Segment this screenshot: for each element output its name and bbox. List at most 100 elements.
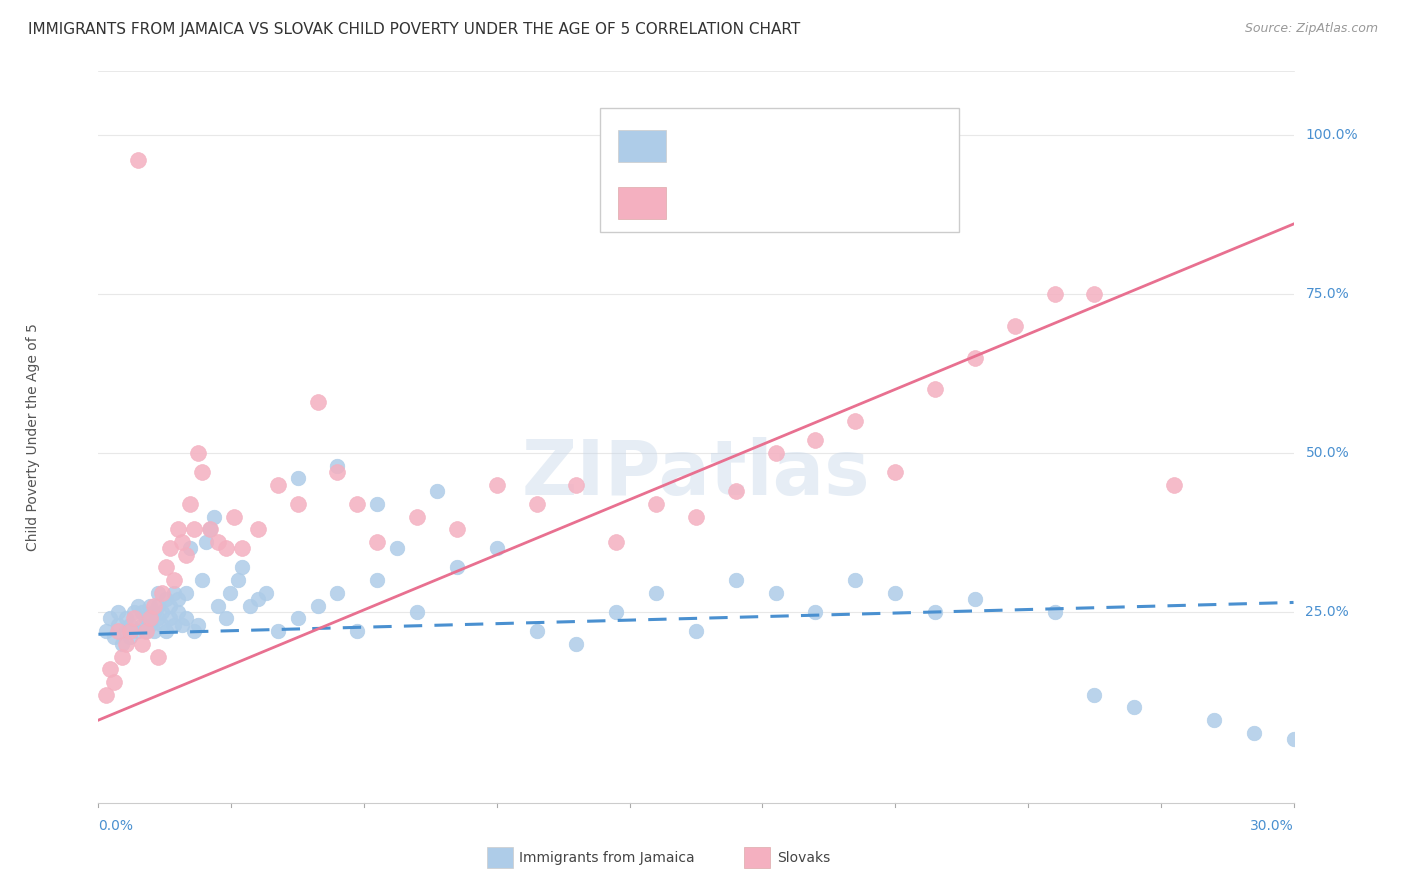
Point	[307, 395, 329, 409]
Point	[239, 599, 262, 613]
Point	[111, 649, 134, 664]
Point	[287, 497, 309, 511]
Text: 100.0%: 100.0%	[1306, 128, 1358, 142]
Point	[172, 535, 194, 549]
Point	[724, 573, 747, 587]
FancyBboxPatch shape	[600, 108, 959, 232]
Point	[198, 522, 221, 536]
Point	[198, 522, 221, 536]
Point	[163, 617, 186, 632]
Text: Source: ZipAtlas.com: Source: ZipAtlas.com	[1244, 22, 1378, 36]
Point	[96, 624, 118, 638]
Point	[155, 560, 177, 574]
Point	[96, 688, 118, 702]
Point	[385, 541, 409, 556]
Point	[804, 434, 827, 448]
Point	[120, 631, 142, 645]
Point	[174, 586, 197, 600]
Point	[150, 586, 173, 600]
Point	[804, 605, 827, 619]
Point	[254, 586, 277, 600]
Point	[135, 611, 157, 625]
Point	[172, 617, 194, 632]
Point	[446, 522, 468, 536]
Point	[148, 599, 170, 613]
Point	[267, 624, 290, 638]
Point	[115, 624, 138, 638]
Point	[163, 573, 186, 587]
Point	[131, 617, 153, 632]
Point	[159, 541, 181, 556]
Point	[765, 446, 787, 460]
Text: IMMIGRANTS FROM JAMAICA VS SLOVAK CHILD POVERTY UNDER THE AGE OF 5 CORRELATION C: IMMIGRANTS FROM JAMAICA VS SLOVAK CHILD …	[28, 22, 800, 37]
Text: R = 0.140: R = 0.140	[681, 127, 770, 145]
Point	[485, 541, 508, 556]
Point	[135, 624, 157, 638]
Point	[406, 605, 429, 619]
Point	[127, 599, 149, 613]
Point	[426, 484, 449, 499]
Point	[207, 535, 229, 549]
Point	[1202, 713, 1225, 727]
Point	[107, 605, 129, 619]
Text: ZIPatlas: ZIPatlas	[522, 437, 870, 510]
Point	[174, 548, 197, 562]
Point	[120, 624, 142, 638]
Point	[150, 605, 173, 619]
Point	[179, 541, 201, 556]
Point	[155, 624, 177, 638]
Point	[1083, 688, 1105, 702]
Point	[884, 586, 907, 600]
Point	[924, 383, 946, 397]
Point	[267, 477, 290, 491]
Point	[924, 605, 946, 619]
Point	[103, 675, 125, 690]
Point	[287, 611, 309, 625]
Point	[98, 611, 122, 625]
Point	[139, 599, 162, 613]
Point	[174, 611, 197, 625]
Point	[287, 471, 309, 485]
Point	[167, 522, 190, 536]
Point	[183, 624, 205, 638]
Text: Immigrants from Jamaica: Immigrants from Jamaica	[519, 851, 695, 864]
Point	[1123, 700, 1146, 714]
Point	[127, 624, 149, 638]
Point	[207, 599, 229, 613]
Text: R = 0.633: R = 0.633	[681, 188, 770, 206]
Point	[124, 605, 146, 619]
Text: 25.0%: 25.0%	[1306, 605, 1350, 619]
Point	[366, 497, 388, 511]
Point	[202, 509, 225, 524]
Point	[1282, 732, 1305, 747]
Point	[215, 541, 238, 556]
Point	[111, 637, 134, 651]
Point	[127, 153, 149, 168]
Point	[346, 624, 368, 638]
Point	[124, 611, 146, 625]
Point	[1043, 287, 1066, 301]
Bar	[744, 847, 770, 868]
Point	[685, 624, 707, 638]
Point	[1083, 287, 1105, 301]
Text: Slovaks: Slovaks	[778, 851, 831, 864]
Point	[131, 605, 153, 619]
Point	[155, 592, 177, 607]
Point	[148, 611, 170, 625]
Point	[844, 573, 866, 587]
Point	[159, 611, 181, 625]
Point	[326, 458, 349, 473]
Point	[346, 497, 368, 511]
Point	[246, 592, 269, 607]
Point	[222, 509, 245, 524]
Point	[1243, 726, 1265, 740]
Text: 30.0%: 30.0%	[1250, 819, 1294, 833]
Point	[143, 599, 166, 613]
Point	[844, 414, 866, 428]
Point	[326, 465, 349, 479]
Point	[1043, 605, 1066, 619]
Point	[406, 509, 429, 524]
Point	[565, 637, 588, 651]
Point	[107, 617, 129, 632]
Text: N = 56: N = 56	[827, 188, 896, 206]
